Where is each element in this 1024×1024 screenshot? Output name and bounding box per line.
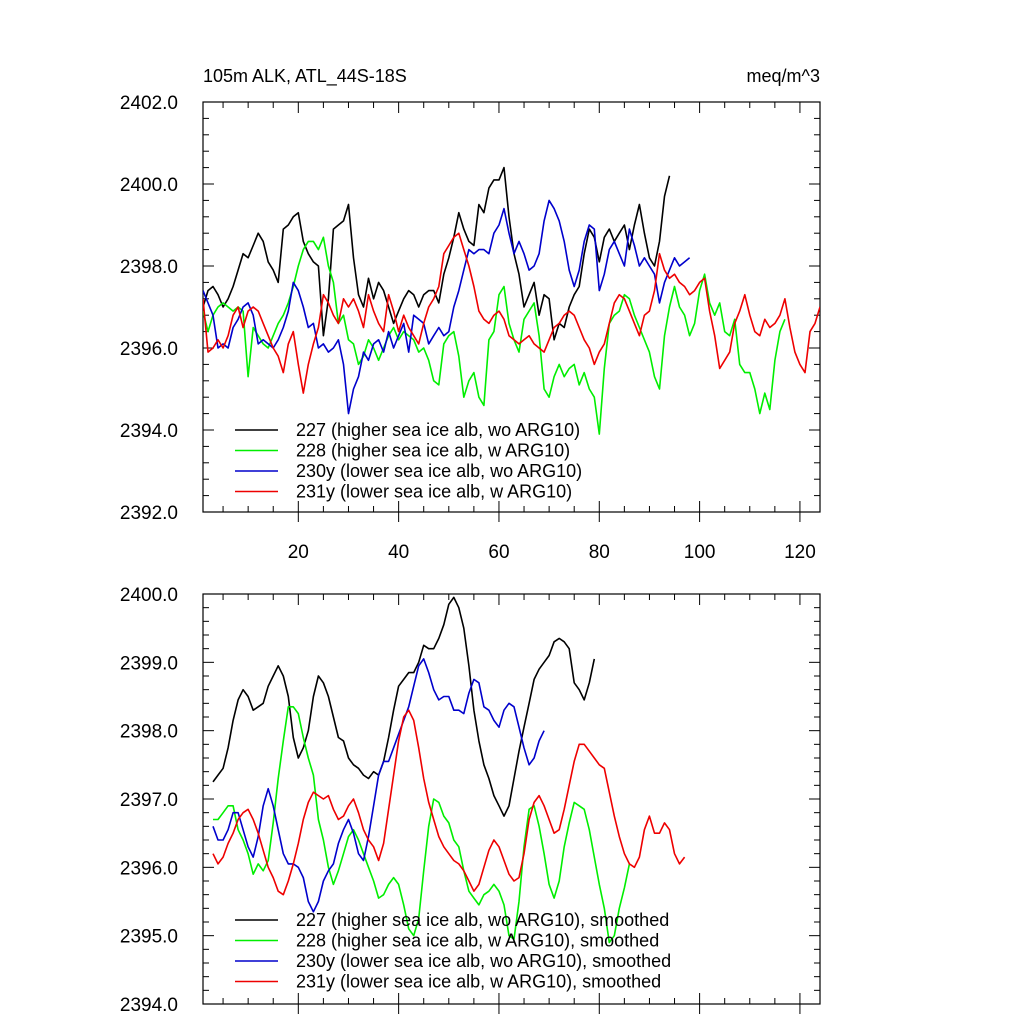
y-tick-label: 2398.0 — [120, 257, 178, 278]
y-tick-label: 2394.0 — [120, 995, 178, 1016]
y-tick-label: 2392.0 — [120, 503, 178, 524]
legend-label: 228 (higher sea ice alb, w ARG10) — [296, 441, 570, 461]
units-label: meq/m^3 — [747, 66, 820, 86]
y-tick-label: 2395.0 — [120, 927, 178, 948]
x-tick-label: 20 — [288, 542, 309, 563]
y-tick-label: 2397.0 — [120, 790, 178, 811]
legend-label: 231y (lower sea ice alb, w ARG10), smoot… — [296, 972, 661, 992]
y-tick-label: 2402.0 — [120, 93, 178, 114]
y-tick-label: 2396.0 — [120, 339, 178, 360]
series-line — [203, 199, 691, 415]
legend-label: 227 (higher sea ice alb, wo ARG10) — [296, 420, 580, 440]
y-tick-label: 2399.0 — [120, 653, 178, 674]
x-tick-label: 60 — [488, 542, 509, 563]
series-line — [212, 658, 545, 913]
top-panel: 2392.0 2394.0 2396.0 2398.0 2400.0 2402.0 20 40… — [120, 93, 821, 563]
legend-label: 230y (lower sea ice alb, wo ARG10), smoo… — [296, 951, 671, 971]
y-tick-label: 2398.0 — [120, 722, 178, 743]
bottom-panel: 2394.0 2395.0 2396.0 2397.0 2398.0 2399.0 2400… — [120, 585, 821, 1016]
x-tick-label: 120 — [784, 542, 816, 563]
legend-label: 231y (lower sea ice alb, w ARG10) — [296, 482, 572, 502]
series-line — [203, 166, 671, 341]
legend-label: 227 (higher sea ice alb, wo ARG10), smoo… — [296, 910, 669, 930]
series-line — [203, 236, 786, 435]
x-tick-label: 40 — [388, 542, 409, 563]
y-tick-label: 2394.0 — [120, 421, 178, 442]
chart-title: 105m ALK, ATL_44S-18S — [203, 66, 407, 87]
y-tick-label: 2400.0 — [120, 585, 178, 606]
x-tick-label: 100 — [684, 542, 716, 563]
series-line — [203, 232, 820, 394]
legend-label: 228 (higher sea ice alb, w ARG10), smoot… — [296, 931, 659, 951]
x-tick-label: 80 — [589, 542, 610, 563]
series-line — [212, 596, 596, 817]
series-line — [213, 705, 631, 944]
series-line — [212, 709, 686, 896]
y-tick-label: 2400.0 — [120, 175, 178, 196]
y-tick-label: 2396.0 — [120, 858, 178, 879]
legend-label: 230y (lower sea ice alb, wo ARG10) — [296, 461, 582, 481]
